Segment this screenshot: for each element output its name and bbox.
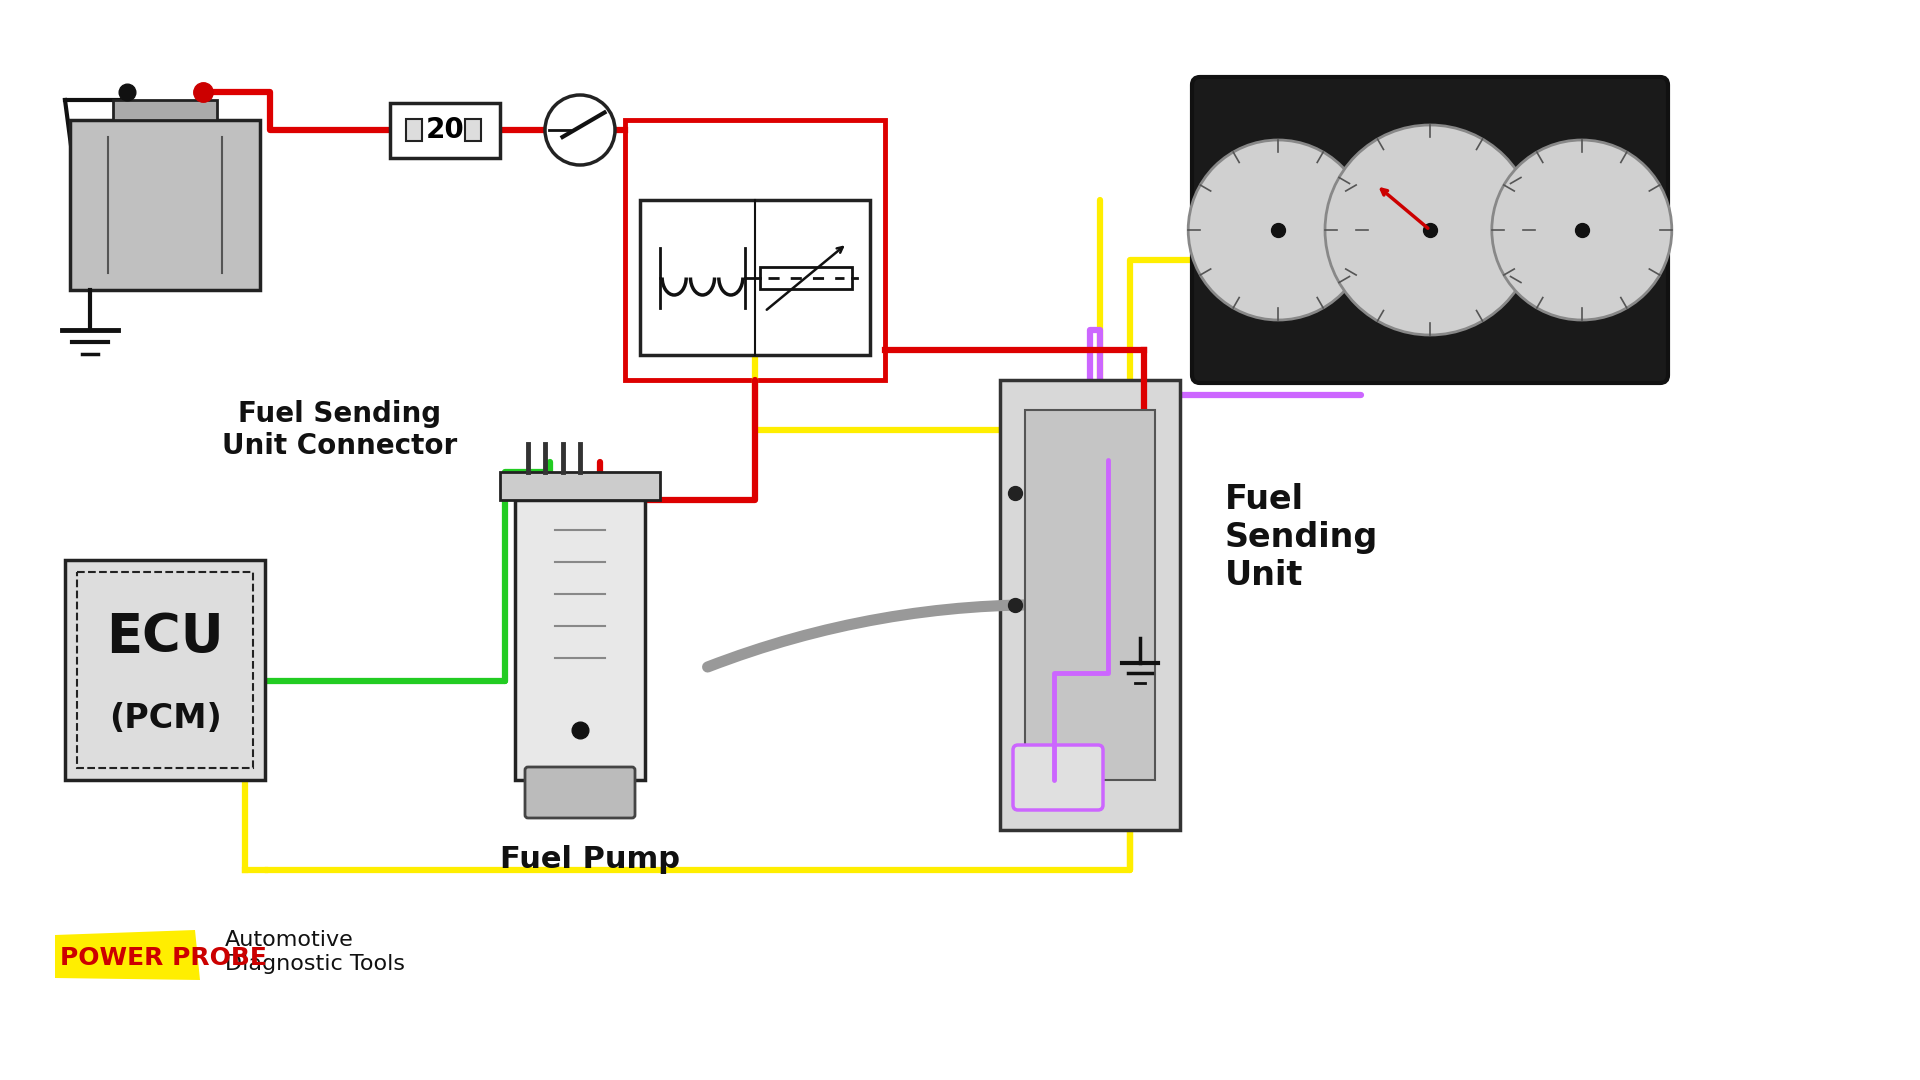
- Text: Fuel
Sending
Unit: Fuel Sending Unit: [1225, 483, 1379, 592]
- FancyBboxPatch shape: [524, 767, 636, 818]
- Circle shape: [545, 95, 614, 165]
- Bar: [65, 561, 265, 780]
- Bar: [465, 119, 480, 141]
- FancyBboxPatch shape: [1014, 745, 1102, 810]
- Polygon shape: [56, 930, 200, 980]
- FancyBboxPatch shape: [1192, 77, 1668, 383]
- Text: Fuel Pump: Fuel Pump: [499, 845, 680, 874]
- Bar: [639, 200, 870, 355]
- Bar: [1025, 410, 1156, 780]
- Bar: [69, 120, 259, 291]
- Bar: [626, 120, 885, 380]
- Bar: [1000, 380, 1181, 831]
- Bar: [390, 103, 499, 158]
- Bar: [113, 99, 217, 120]
- Bar: [407, 119, 422, 141]
- Text: ECU: ECU: [106, 611, 225, 663]
- Bar: [760, 267, 852, 288]
- Circle shape: [1325, 125, 1534, 335]
- Bar: [77, 572, 253, 768]
- Text: Fuel Sending
Unit Connector: Fuel Sending Unit Connector: [223, 400, 457, 460]
- Bar: [499, 472, 660, 500]
- Text: (PCM): (PCM): [109, 702, 221, 734]
- Circle shape: [1188, 140, 1369, 320]
- Text: 20: 20: [426, 116, 465, 144]
- Text: POWER PROBE: POWER PROBE: [60, 946, 267, 970]
- Text: Automotive
Diagnostic Tools: Automotive Diagnostic Tools: [225, 930, 405, 973]
- Circle shape: [1492, 140, 1672, 320]
- Bar: [515, 500, 645, 780]
